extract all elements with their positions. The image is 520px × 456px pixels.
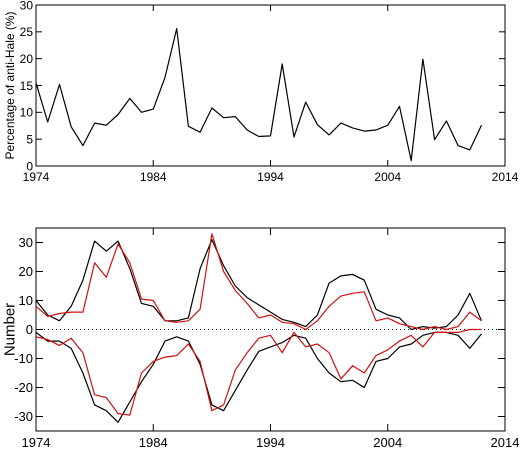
x-tick-label: 2004 [374,170,401,184]
y-axis-label: Percentage of anti-Hale (%) [3,11,17,159]
y-tick-label: -20 [14,380,33,395]
y-tick-label: 5 [26,132,33,146]
x-tick-label: 1994 [256,435,285,450]
x-tick-label: 2014 [492,170,519,184]
y-tick-label: 20 [20,52,34,66]
x-tick-label: 2014 [491,435,520,450]
x-tick-label: 1994 [257,170,284,184]
x-tick-label: 1984 [140,170,167,184]
y-tick-label: 20 [19,264,33,279]
x-tick-label: 1974 [22,435,51,450]
chart-panel-2: 1974 1984 1994 2004 2014 -30 -20 -10 0 10 20 30 Numb… [2,227,520,450]
y-tick-label: 10 [20,106,34,120]
y-tick-label: 15 [20,79,34,93]
series-line-red-3 [35,233,482,331]
y-tick-label: -30 [14,409,33,424]
series-line-black-1 [35,28,483,162]
y-tick-label: -10 [14,351,33,366]
chart-panel-1: 1974 1984 1994 2004 2014 0 5 10 15 20 25 30Percenta… [3,0,519,184]
y-tick-label: 30 [19,235,33,250]
y-tick-label: 0 [26,159,33,173]
y-tick-label: 30 [20,0,34,12]
y-tick-label: 10 [19,293,33,308]
x-tick-label: 1984 [139,435,168,450]
series-line-red-4 [35,328,482,416]
y-axis-label: Number [2,303,19,356]
y-tick-label: 25 [20,25,34,39]
series-line-black-2 [35,331,482,423]
x-tick-label: 2004 [373,435,402,450]
y-tick-label: 0 [26,322,33,337]
x-tick-label: 1974 [23,170,50,184]
